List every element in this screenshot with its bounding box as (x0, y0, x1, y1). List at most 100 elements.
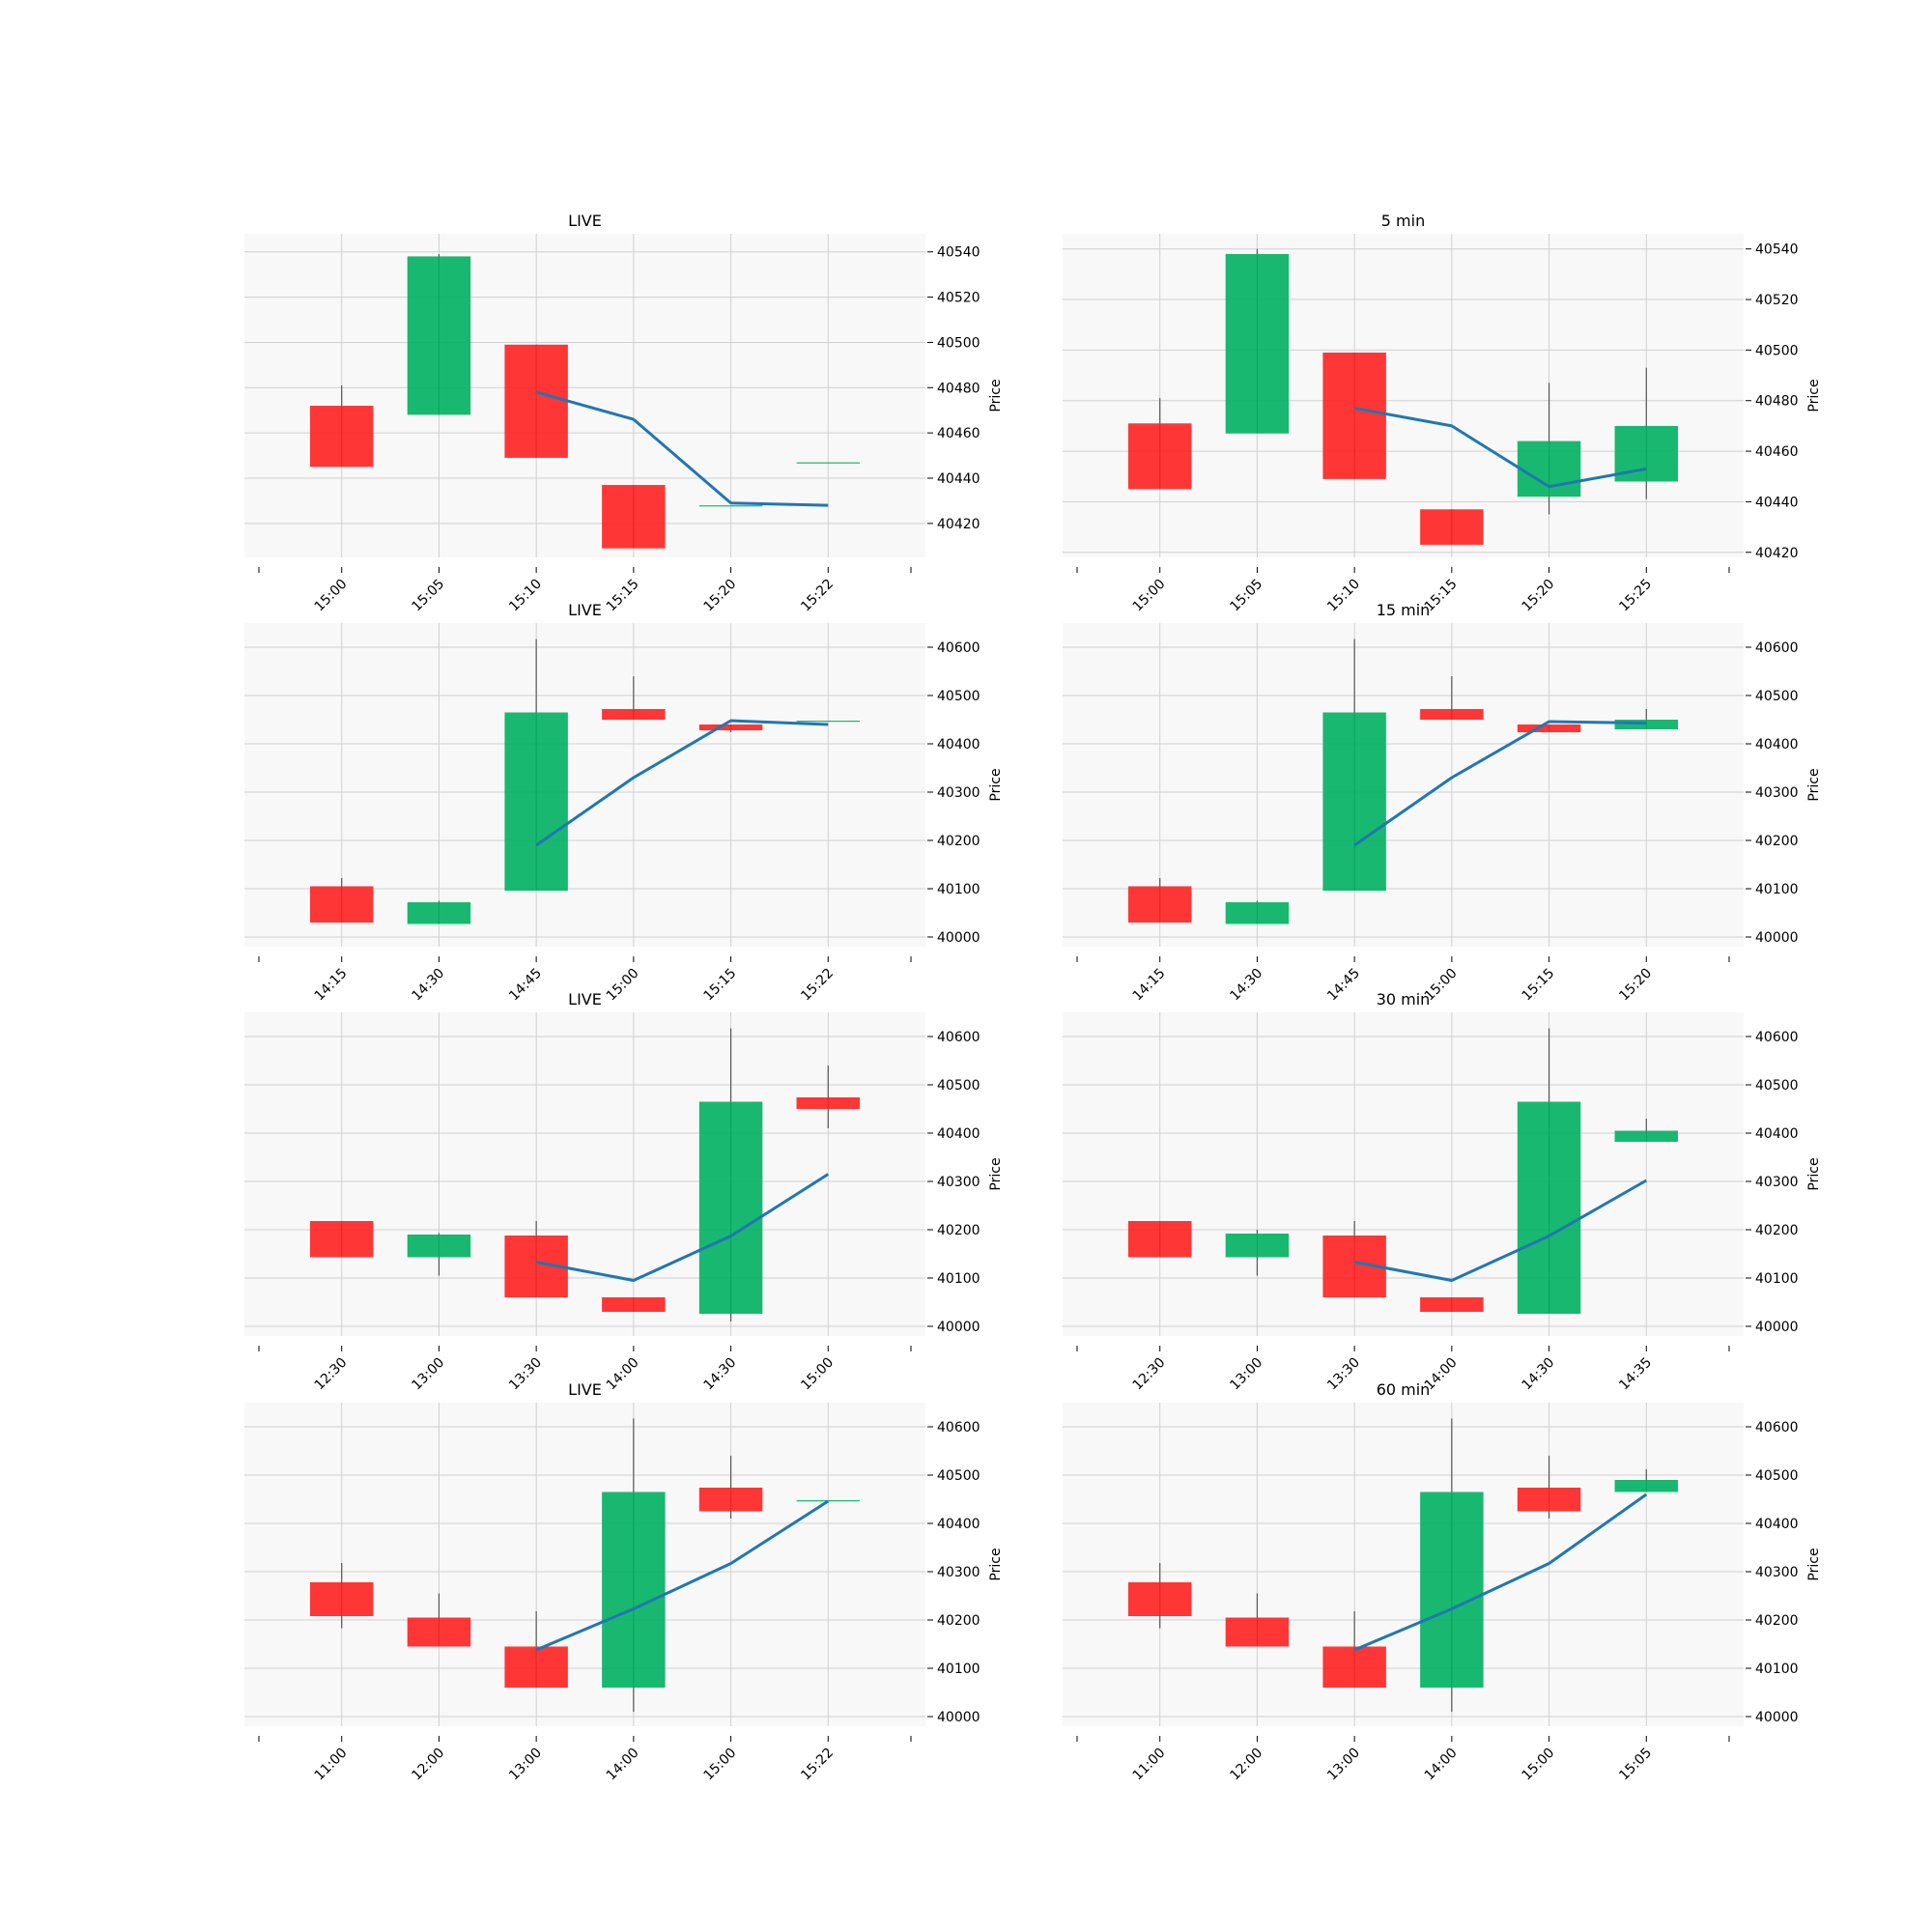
candle-body (602, 485, 665, 549)
y-tick-label: 40000 (937, 1320, 980, 1335)
candle-body (1226, 902, 1289, 924)
candle-body (310, 887, 373, 923)
candle-body (310, 406, 373, 467)
chart-title: LIVE (568, 990, 602, 1009)
y-tick-label: 40600 (937, 640, 980, 656)
chart-panel-0: 4042040440404604048040500405204054015:00… (244, 212, 1004, 614)
y-tick-label: 40100 (937, 1662, 980, 1677)
candle-body (1128, 423, 1191, 489)
candle-body (1420, 1297, 1483, 1312)
chart-title: LIVE (568, 1380, 602, 1399)
y-tick-label: 40100 (937, 1271, 980, 1287)
y-tick-label: 40600 (937, 1420, 980, 1435)
candle-body (1226, 1234, 1289, 1258)
candle-body (1518, 441, 1580, 497)
y-axis-label: Price (1806, 1548, 1822, 1580)
candle-body (797, 1097, 860, 1109)
candle-body (1322, 1647, 1385, 1689)
candle-body (1226, 1618, 1289, 1647)
y-tick-label: 40000 (937, 1710, 980, 1725)
y-tick-label: 40520 (1755, 293, 1799, 308)
y-tick-label: 40460 (937, 426, 980, 441)
y-tick-label: 40600 (1755, 640, 1799, 656)
candle-body (699, 724, 762, 730)
candle-body (1518, 1102, 1580, 1315)
candle-body (1322, 713, 1385, 892)
y-tick-label: 40000 (1755, 1320, 1799, 1335)
y-tick-label: 40400 (937, 1126, 980, 1142)
y-tick-label: 40000 (937, 930, 980, 946)
y-tick-label: 40480 (937, 381, 980, 396)
chart-title: 15 min (1377, 601, 1431, 619)
candle-body (504, 1647, 567, 1689)
candle-body (1420, 1492, 1483, 1689)
candle-body (797, 721, 860, 722)
y-tick-label: 40200 (1755, 1613, 1799, 1629)
candle-body (699, 505, 762, 506)
candle-body (602, 709, 665, 720)
y-tick-label: 40200 (1755, 1223, 1799, 1238)
y-tick-label: 40300 (937, 785, 980, 801)
chart-panel-5: 4000040100402004030040400405004060012:30… (1063, 990, 1822, 1393)
chart-panel-1: 4042040440404604048040500405204054015:00… (1063, 212, 1822, 614)
y-tick-label: 40480 (1755, 394, 1799, 410)
y-tick-label: 40420 (937, 517, 980, 532)
y-tick-label: 40440 (937, 471, 980, 487)
chart-title: 30 min (1377, 990, 1431, 1009)
y-tick-label: 40520 (937, 291, 980, 306)
y-tick-label: 40300 (937, 1175, 980, 1190)
candle-body (1518, 724, 1580, 732)
y-axis-label: Price (988, 1548, 1004, 1580)
candle-body (408, 256, 470, 414)
candle-body (1420, 509, 1483, 545)
candle-body (1615, 1131, 1678, 1143)
candle-body (408, 1618, 470, 1647)
candle-body (1420, 709, 1483, 720)
y-tick-label: 40400 (1755, 1126, 1799, 1142)
y-axis-label: Price (988, 379, 1004, 412)
candle-body (602, 1492, 665, 1689)
y-tick-label: 40400 (937, 737, 980, 753)
chart-panel-3: 4000040100402004030040400405004060014:15… (1063, 601, 1822, 1004)
y-tick-label: 40540 (1755, 242, 1799, 258)
plot-area (1063, 1403, 1744, 1726)
y-axis-label: Price (1806, 1157, 1822, 1190)
y-tick-label: 40200 (937, 1613, 980, 1629)
plot-area (1063, 1012, 1744, 1336)
candle-body (310, 1582, 373, 1616)
candle-body (1128, 1582, 1191, 1616)
y-tick-label: 40460 (1755, 444, 1799, 460)
y-tick-label: 40100 (1755, 1271, 1799, 1287)
candle-body (310, 1221, 373, 1258)
candle-body (699, 1488, 762, 1512)
y-tick-label: 40500 (937, 1078, 980, 1094)
y-tick-label: 40500 (1755, 343, 1799, 358)
y-tick-label: 40400 (1755, 1517, 1799, 1532)
chart-title: LIVE (568, 212, 602, 230)
chart-panel-4: 4000040100402004030040400405004060012:30… (244, 990, 1004, 1393)
candle-body (602, 1297, 665, 1312)
y-tick-label: 40500 (1755, 1078, 1799, 1094)
plot-area (244, 1012, 925, 1336)
candle-body (699, 1102, 762, 1315)
candle-body (1615, 720, 1678, 729)
y-tick-label: 40100 (1755, 1662, 1799, 1677)
candle-body (1226, 254, 1289, 434)
chart-title: 60 min (1377, 1380, 1431, 1399)
y-axis-label: Price (988, 768, 1004, 801)
y-tick-label: 40500 (1755, 1468, 1799, 1484)
y-tick-label: 40300 (1755, 785, 1799, 801)
plot-area (1063, 234, 1744, 557)
candle-body (504, 713, 567, 892)
candle-body (1128, 1221, 1191, 1258)
y-tick-label: 40300 (1755, 1175, 1799, 1190)
chart-title: LIVE (568, 601, 602, 619)
chart-panel-2: 4000040100402004030040400405004060014:15… (244, 601, 1004, 1004)
y-tick-label: 40300 (937, 1565, 980, 1580)
plot-area (244, 234, 925, 557)
candle-body (1615, 1480, 1678, 1492)
candle-body (1322, 353, 1385, 479)
y-tick-label: 40200 (937, 834, 980, 849)
y-tick-label: 40200 (1755, 834, 1799, 849)
